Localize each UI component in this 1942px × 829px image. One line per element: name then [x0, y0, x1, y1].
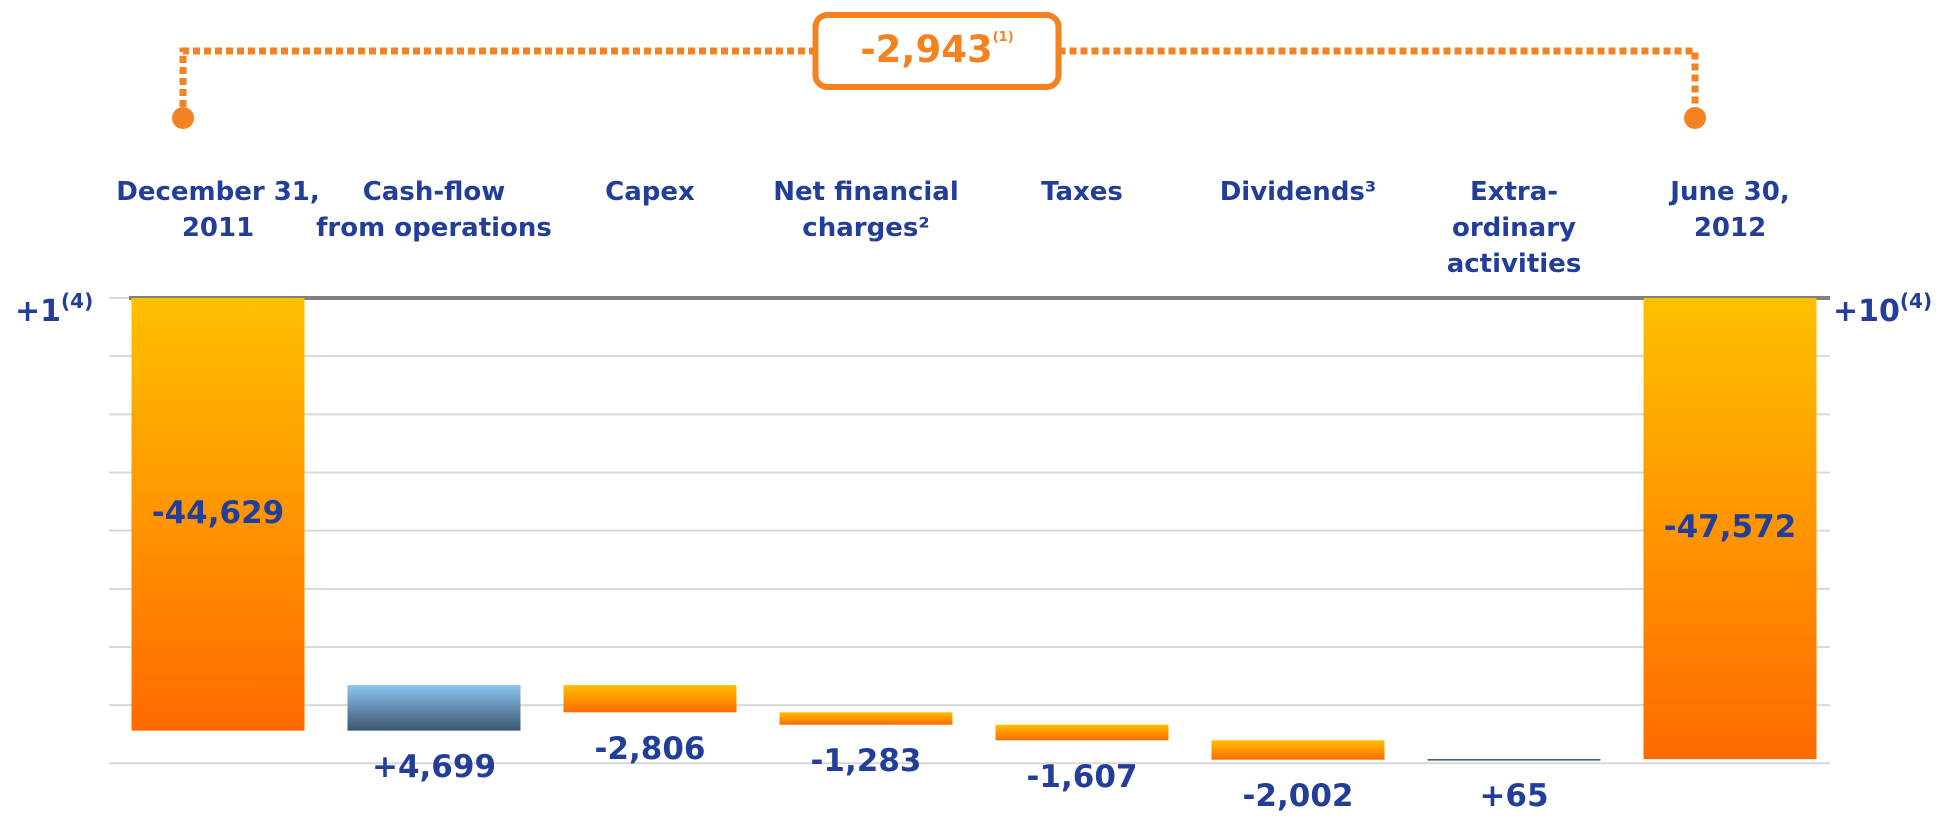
annotation-text: +10: [1833, 294, 1900, 329]
bar: [995, 724, 1169, 741]
change-label: -2,943(1): [860, 28, 1013, 71]
category-label: Capex: [605, 177, 695, 207]
bracket-dot: [172, 107, 194, 129]
change-note: (1): [993, 30, 1014, 45]
category-line: 2011: [182, 213, 254, 243]
value-label: -1,283: [811, 743, 922, 779]
category-label: Taxes: [1041, 177, 1123, 207]
bar: [563, 685, 737, 713]
bar: [131, 298, 305, 731]
bar: [779, 712, 953, 725]
category-line: ordinary: [1452, 213, 1576, 243]
category-line: Dividends³: [1220, 177, 1377, 207]
value-label: +65: [1479, 778, 1548, 814]
category-line: activities: [1447, 249, 1582, 279]
category-line: Capex: [605, 177, 695, 207]
annotation: +1(4): [15, 289, 93, 329]
change-box: [812, 12, 1062, 90]
bar: [1643, 298, 1817, 760]
change-value: -2,943: [860, 28, 992, 71]
bracket-dot: [1684, 107, 1706, 129]
value-label: -1,607: [1027, 759, 1138, 795]
annotation-text: +1: [15, 294, 61, 329]
category-line: from operations: [316, 213, 552, 243]
annotation-note: (4): [61, 289, 93, 313]
value-label: -44,629: [152, 495, 285, 531]
annotation: +10(4): [1833, 289, 1932, 329]
bar: [1211, 740, 1385, 760]
category-label: Cash-flow from operations: [316, 177, 552, 243]
value-label: -2,806: [595, 731, 706, 767]
category-line: Net financial: [773, 177, 959, 207]
category-label: Dividends³: [1220, 177, 1377, 207]
bar: [1427, 759, 1601, 761]
category-label: Extra-ordinary activities: [1447, 177, 1582, 279]
category-line: 2012: [1694, 213, 1766, 243]
category-label: Net financial charges²: [773, 177, 959, 243]
value-label: +4,699: [372, 749, 496, 785]
category-line: charges²: [802, 213, 929, 243]
change-bracket: [179, 47, 1699, 118]
category-label: December 31, 2011: [116, 177, 320, 243]
category-line: Taxes: [1041, 177, 1123, 207]
category-label: June 30, 2012: [1668, 177, 1789, 243]
value-label: -2,002: [1243, 778, 1354, 814]
category-line: June 30,: [1668, 177, 1789, 207]
annotation-note: (4): [1900, 289, 1932, 313]
bar: [347, 685, 521, 731]
category-line: December 31,: [116, 177, 320, 207]
value-label: -47,572: [1664, 509, 1797, 545]
category-line: Extra-: [1470, 177, 1558, 207]
category-line: Cash-flow: [363, 177, 506, 207]
